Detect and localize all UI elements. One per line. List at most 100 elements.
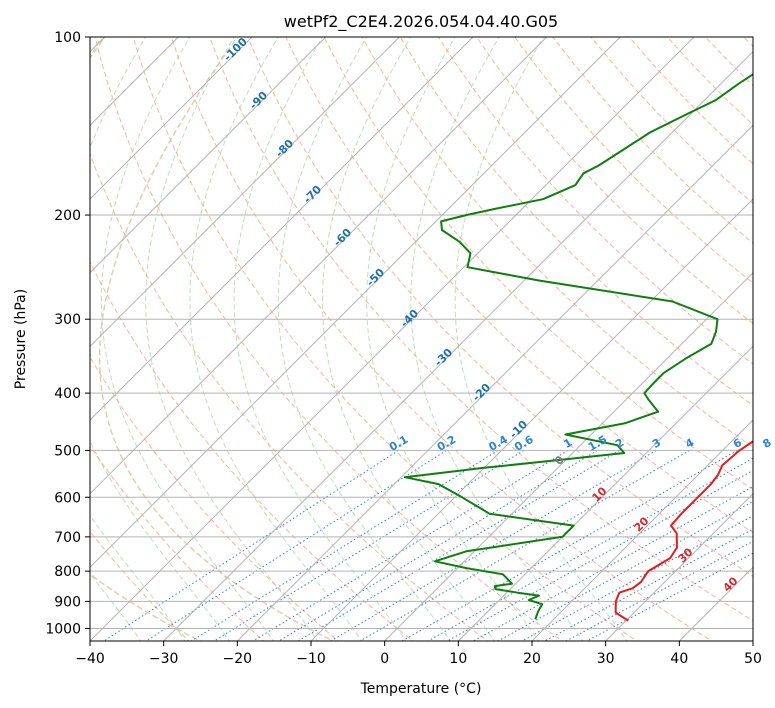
- dry-adiabat-label: 40: [721, 574, 741, 594]
- dry-adiabat: [90, 260, 414, 641]
- mixing-ratio-line: [330, 449, 657, 641]
- y-tick-label: 500: [54, 443, 81, 459]
- isotherm-line: [752, 640, 753, 641]
- mixing-ratio-line: [359, 449, 690, 641]
- line-annotations: -100-90-80-70-60-50-40-30-20-10010203040…: [221, 35, 773, 595]
- x-tick-label: −40: [75, 651, 105, 667]
- dry-adiabat: [132, 37, 638, 641]
- dry-adiabat-label: -70: [301, 183, 324, 206]
- dry-adiabat: [170, 37, 713, 641]
- mixing-ratio-line: [447, 469, 753, 641]
- mixing-ratio-line: [145, 449, 447, 641]
- dry-adiabat: [437, 37, 753, 365]
- y-axis-title: Pressure (hPa): [13, 289, 29, 389]
- x-axis-title: Temperature (°C): [360, 681, 482, 697]
- mixing-ratio-line: [565, 540, 753, 641]
- data-series: [403, 73, 753, 622]
- dry-adiabat: [743, 37, 753, 48]
- mixing-ratio-line: [521, 515, 753, 641]
- x-tick-label: 0: [380, 651, 389, 667]
- moist-adiabat: [321, 37, 495, 641]
- moist-adiabat: [366, 37, 540, 641]
- mixing-ratio-line: [191, 449, 499, 641]
- dry-adiabat: [476, 37, 753, 325]
- y-tick-label: 300: [54, 312, 81, 328]
- x-tick-label: −30: [149, 651, 179, 667]
- moist-adiabat: [145, 37, 319, 641]
- dry-adiabat-label: 30: [676, 545, 696, 565]
- dewpoint-line: [403, 73, 753, 620]
- isotherm-line: [531, 419, 753, 641]
- dry-adiabat: [90, 152, 489, 641]
- y-tick-label: 200: [54, 208, 81, 224]
- isotherm-line: [310, 198, 753, 641]
- dry-adiabat-label: 20: [632, 514, 652, 534]
- dry-adiabat: [705, 37, 753, 87]
- dry-adiabat-label: 10: [590, 484, 610, 504]
- isotherm-line: [383, 271, 753, 641]
- dry-adiabat-label: -80: [273, 137, 296, 160]
- x-tick-label: 40: [670, 651, 688, 667]
- reference-curve: [98, 37, 335, 641]
- dry-adiabat-label: -20: [470, 381, 493, 404]
- moist-adiabat: [189, 37, 363, 641]
- y-tick-label: 600: [54, 490, 81, 506]
- dry-adiabat-label: -100: [221, 35, 250, 64]
- mixing-ratio-line: [252, 449, 569, 641]
- mixing-ratio-label: 4: [683, 436, 696, 451]
- moist-adiabat: [90, 37, 230, 641]
- x-tick-label: 50: [744, 651, 762, 667]
- y-tick-label: 800: [54, 564, 81, 580]
- mixing-ratio-label: 8: [760, 436, 773, 451]
- isotherm-line: [90, 37, 253, 200]
- x-tick-label: 10: [449, 651, 467, 667]
- dry-adiabat: [94, 37, 564, 641]
- mixing-ratio-line: [427, 457, 753, 641]
- isotherm-line: [457, 345, 753, 641]
- isotherm-line: [162, 50, 753, 641]
- moist-adiabat: [410, 37, 584, 641]
- mixing-ratio-line: [213, 449, 524, 641]
- mixing-ratio-label: 1: [562, 436, 575, 451]
- dry-adiabat: [285, 37, 753, 534]
- mixing-ratio-line: [401, 449, 738, 641]
- isotherm-line: [90, 37, 622, 569]
- isotherm-line: [604, 492, 753, 641]
- x-tick-label: −20: [223, 651, 253, 667]
- mixing-ratio-line: [103, 449, 399, 641]
- dry-adiabat: [552, 37, 753, 244]
- x-tick-label: 20: [523, 651, 541, 667]
- dry-adiabat-label: -90: [247, 89, 270, 112]
- dry-adiabat: [514, 37, 753, 284]
- dry-adiabat: [90, 445, 265, 641]
- chart-title: wetPf2_C2E4.2026.054.04.40.G05: [284, 12, 558, 32]
- dry-adiabat-label: -60: [331, 226, 354, 249]
- dry-adiabat: [90, 356, 339, 641]
- isotherm-line: [90, 37, 695, 641]
- mixing-ratio-line: [497, 500, 753, 641]
- isotherm-line: [236, 124, 753, 641]
- dry-adiabat: [323, 37, 753, 491]
- y-axis: 1000 900 800 700 600 500 400 300 200 100: [45, 30, 90, 637]
- isotherm-line: [90, 37, 548, 495]
- grid-lines: [90, 37, 753, 641]
- x-axis: −40 −30 −20 −10 0 10 20 30 40 50: [75, 641, 762, 667]
- dry-adiabat-label: -30: [432, 346, 455, 369]
- y-tick-label: 400: [54, 386, 81, 402]
- mixing-ratio-line: [298, 449, 620, 641]
- mixing-ratio-line: [473, 485, 753, 641]
- y-tick-label: 900: [54, 594, 81, 610]
- x-tick-label: −10: [296, 651, 326, 667]
- y-tick-label: 1000: [45, 621, 81, 637]
- moist-adiabat: [277, 37, 451, 641]
- isotherm-line: [90, 37, 474, 421]
- plot-frame: [89, 36, 754, 642]
- x-tick-label: 30: [597, 651, 615, 667]
- isotherm-line: [90, 37, 327, 274]
- mixing-ratio-line: [278, 449, 598, 641]
- y-tick-label: 700: [54, 530, 81, 546]
- mixing-ratio-label: 2: [613, 436, 626, 451]
- isotherm-line: [90, 37, 401, 348]
- dry-adiabat: [247, 37, 753, 577]
